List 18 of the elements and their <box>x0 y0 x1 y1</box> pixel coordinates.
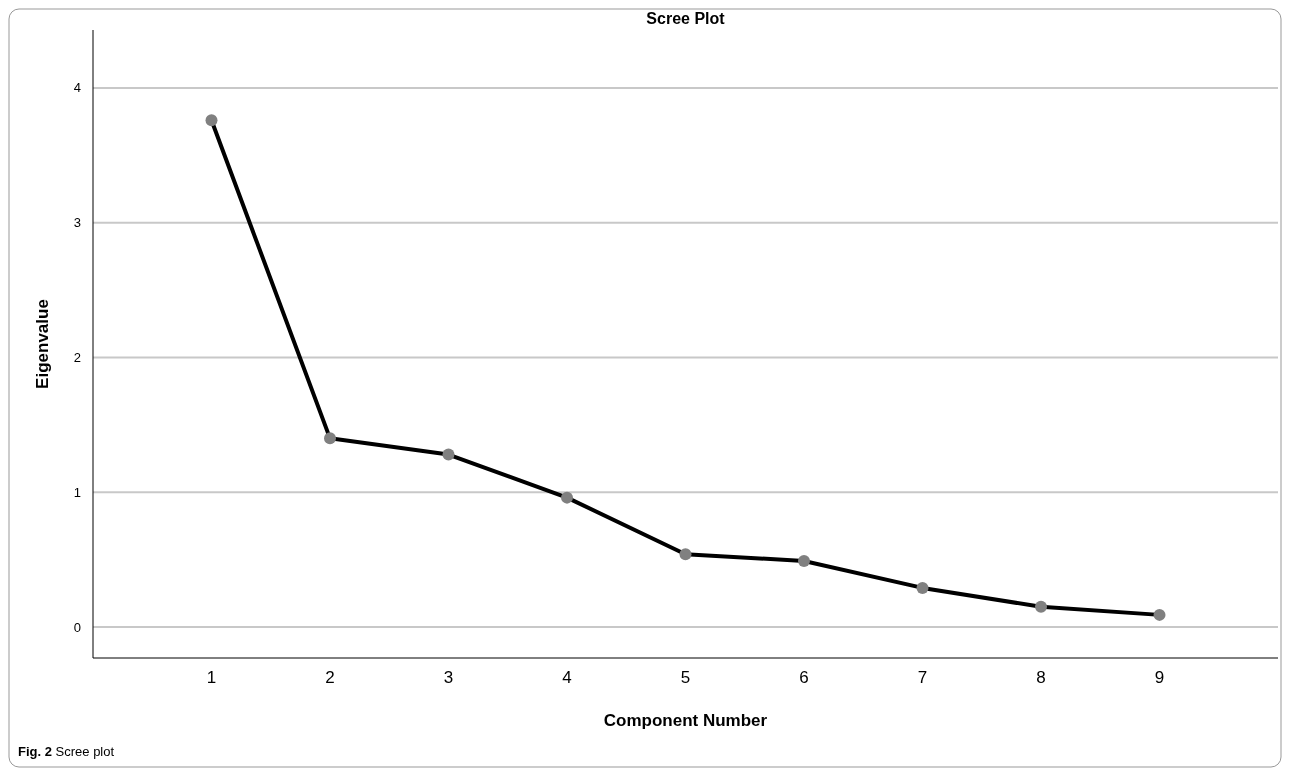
x-tick-label: 9 <box>1154 668 1165 687</box>
y-tick-label: 4 <box>73 80 81 96</box>
x-tick-label: 7 <box>917 668 928 687</box>
y-tick-label: 3 <box>73 215 81 231</box>
x-tick-label: 8 <box>1036 668 1046 687</box>
y-tick-label: 0 <box>73 619 81 635</box>
x-tick-label: 2 <box>325 668 335 687</box>
x-tick-label: 6 <box>799 668 809 687</box>
x-tick-label: 1 <box>206 668 217 687</box>
y-axis-title: Eigenvalue <box>33 299 52 389</box>
chart-title: Scree Plot <box>646 10 726 27</box>
y-tick-label: 2 <box>73 350 81 366</box>
x-tick-label: 3 <box>443 668 454 687</box>
x-tick-label: 4 <box>562 668 572 687</box>
caption: Fig. 2 Scree plot <box>18 744 115 759</box>
x-tick-label: 5 <box>680 668 691 687</box>
y-tick-label: 1 <box>73 484 81 500</box>
x-axis-title: Component Number <box>603 711 768 730</box>
